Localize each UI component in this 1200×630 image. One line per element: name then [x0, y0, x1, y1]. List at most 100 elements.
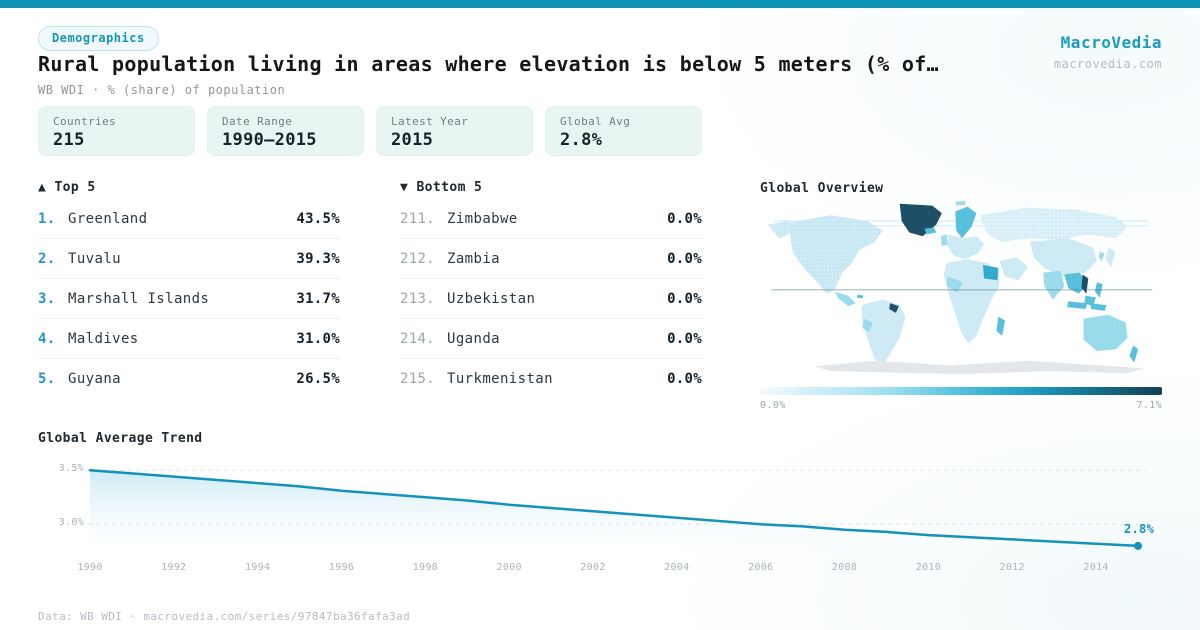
stat-card-global-avg: Global Avg 2.8% [545, 106, 702, 156]
country-value: 43.5% [296, 210, 340, 227]
country-name: Uganda [447, 330, 500, 347]
trend-area-fill [90, 470, 1138, 560]
x-tick-label: 1994 [245, 562, 271, 573]
map-region-europe [947, 234, 984, 260]
brand-block: MacroVedia macrovedia.com [1054, 33, 1162, 71]
page-title: Rural population living in areas where e… [38, 52, 939, 76]
x-tick-label: 2004 [664, 562, 690, 573]
map-region-central-america [834, 291, 856, 307]
map-region-indonesia-east [1090, 303, 1107, 311]
map-region-middle-east [999, 257, 1028, 281]
x-tick-label: 1998 [412, 562, 439, 573]
country-value: 0.0% [667, 371, 702, 387]
top5-list: ▲ Top 5 1. Greenland 43.5% 2. Tuvalu 39.… [38, 180, 340, 399]
rank-label: 213. [400, 290, 435, 307]
list-item: 212. Zambia 0.0% [400, 239, 702, 279]
country-value: 39.3% [296, 250, 340, 267]
map-region-peru [862, 318, 873, 332]
trend-end-dot [1134, 541, 1142, 550]
map-region-india [1043, 270, 1065, 300]
category-badge[interactable]: Demographics [38, 26, 159, 51]
footer-attribution: Data: WB WDI · macrovedia.com/series/978… [38, 610, 411, 623]
map-title: Global Overview [760, 181, 884, 196]
map-region-scandinavia [955, 206, 977, 239]
country-name: Maldives [68, 330, 139, 347]
y-tick-label-1: 3.0% [58, 517, 84, 529]
stat-card-latest-year: Latest Year 2015 [376, 106, 533, 156]
bottom5-list: ▼ Bottom 5 211. Zimbabwe 0.0% 212. Zambi… [400, 180, 702, 399]
list-item: 1. Greenland 43.5% [38, 199, 340, 239]
top5-header: ▲ Top 5 [38, 180, 96, 195]
trend-end-label: 2.8% [1124, 521, 1155, 536]
x-tick-label: 1990 [77, 562, 103, 573]
country-name: Guyana [68, 371, 121, 387]
choropleth-color-scale [760, 387, 1162, 395]
map-region-alaska [767, 220, 793, 239]
rank-label: 5. [38, 371, 56, 387]
list-item: 2. Tuvalu 39.3% [38, 239, 340, 279]
country-value: 0.0% [667, 250, 702, 267]
country-name: Uzbekistan [447, 290, 536, 307]
page-subtitle: WB WDI · % (share) of population [38, 83, 286, 97]
map-region-korea [1098, 251, 1105, 262]
brand-name[interactable]: MacroVedia [1060, 33, 1162, 52]
map-region-caribbean [856, 294, 864, 299]
scale-max-label: 7.1% [1136, 400, 1162, 411]
color-scale-labels: 0.0% 7.1% [760, 400, 1162, 411]
map-region-iceland [924, 227, 937, 235]
map-region-china [1029, 238, 1097, 277]
map-region-west-africa [946, 276, 963, 293]
country-value: 0.0% [667, 210, 702, 227]
x-tick-label: 1996 [328, 562, 355, 573]
list-item: 5. Guyana 26.5% [38, 359, 340, 399]
trend-line [88, 468, 1140, 548]
global-overview-block: Global Overview [760, 181, 1162, 411]
stat-label: Date Range [222, 115, 293, 128]
rank-label: 3. [38, 290, 56, 307]
map-region-japan [1105, 247, 1116, 267]
map-texture-north-america [788, 215, 883, 294]
map-region-united-kingdom [940, 234, 948, 246]
scale-min-label: 0.0% [760, 400, 786, 411]
stat-label: Countries [53, 115, 117, 128]
y-tick-label-0: 3.5% [58, 463, 84, 475]
rank-label: 211. [400, 210, 435, 227]
bottom5-rows: 211. Zimbabwe 0.0% 212. Zambia 0.0% 213.… [400, 199, 702, 399]
list-item: 3. Marshall Islands 31.7% [38, 279, 340, 319]
map-region-indonesia-west [1067, 301, 1088, 310]
rank-label: 1. [38, 210, 56, 227]
map-region-new-zealand [1129, 345, 1139, 363]
x-tick-label: 2002 [580, 562, 606, 573]
stat-value: 215 [53, 130, 85, 150]
map-region-svalbard [955, 200, 966, 206]
country-value: 0.0% [667, 330, 702, 347]
world-choropleth-map [767, 200, 1153, 375]
x-tick-label: 2008 [831, 562, 858, 573]
stat-value: 2015 [391, 130, 434, 150]
list-item: 213. Uzbekistan 0.0% [400, 279, 702, 319]
brand-url-link[interactable]: macrovedia.com [1053, 57, 1162, 71]
x-tick-label: 2014 [1083, 562, 1109, 573]
list-item: 211. Zimbabwe 0.0% [400, 199, 702, 239]
country-name: Zambia [447, 250, 500, 267]
map-region-guyana [889, 303, 899, 313]
country-value: 26.5% [296, 371, 340, 387]
country-value: 0.0% [667, 290, 702, 307]
country-name: Greenland [68, 210, 148, 227]
list-item: 4. Maldives 31.0% [38, 319, 340, 359]
map-region-borneo [1084, 295, 1096, 307]
country-name: Zimbabwe [447, 210, 518, 227]
trend-chart-svg [88, 468, 1146, 560]
map-region-antarctica [813, 360, 1145, 375]
map-texture-australia [1083, 314, 1128, 352]
map-region-madagascar [996, 316, 1006, 336]
rank-label: 212. [400, 250, 435, 267]
country-name: Tuvalu [68, 250, 121, 267]
x-tick-label: 2010 [915, 562, 942, 573]
stat-label: Global Avg [560, 115, 631, 128]
map-region-southeast-asia [1064, 272, 1088, 294]
rank-label: 4. [38, 330, 56, 347]
map-region-vietnam [1081, 274, 1089, 294]
rank-label: 215. [400, 371, 435, 387]
stat-card-date-range: Date Range 1990—2015 [207, 106, 364, 156]
